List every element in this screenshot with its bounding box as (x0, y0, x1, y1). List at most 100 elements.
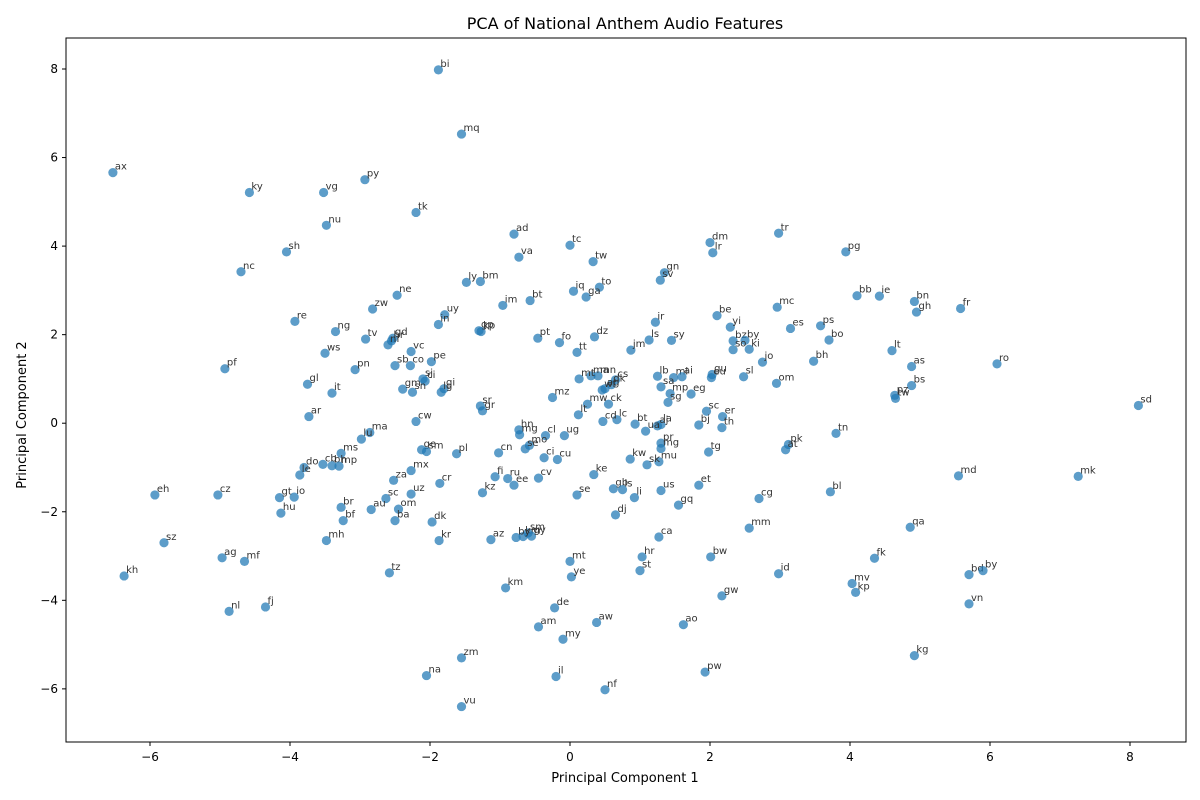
data-point (610, 510, 621, 520)
data-point (515, 430, 525, 440)
point-label: kh (126, 565, 138, 576)
data-point (635, 566, 645, 576)
data-point (654, 457, 664, 467)
y-tick-label: 8 (50, 62, 58, 76)
data-point (356, 434, 366, 444)
point-label: ne (399, 284, 412, 295)
point-label: eh (157, 484, 170, 495)
data-point (108, 168, 118, 178)
data-point (656, 382, 666, 392)
data-point (498, 300, 508, 311)
data-point (336, 502, 346, 512)
point-label: cw (418, 410, 432, 421)
data-point (550, 603, 560, 613)
data-point (589, 332, 600, 342)
point-label: gd (395, 327, 408, 338)
point-label: cb (325, 453, 337, 464)
data-point (384, 568, 394, 578)
data-point (224, 606, 234, 616)
data-point (477, 488, 488, 498)
point-label: om (401, 498, 417, 509)
point-label: dk (434, 511, 446, 522)
point-label: lb (660, 365, 669, 376)
data-point (440, 310, 450, 320)
point-label: cs (618, 369, 629, 380)
point-label: tz (391, 562, 400, 573)
data-point (236, 267, 246, 277)
data-point (841, 247, 851, 257)
point-label: nf (607, 679, 617, 690)
point-label: ky (251, 182, 262, 193)
point-label: sh (289, 241, 301, 252)
point-label: az (493, 529, 504, 540)
point-label: mv (854, 572, 870, 583)
data-point (393, 504, 404, 514)
point-label: ad (516, 223, 528, 234)
point-label: tv (368, 328, 378, 339)
data-point (289, 492, 299, 502)
point-label: sm (429, 441, 444, 452)
data-point (956, 303, 966, 314)
data-point (869, 553, 880, 563)
point-label: gl (310, 373, 319, 384)
point-label: gr (485, 400, 496, 411)
data-point (150, 490, 160, 500)
x-tick-label: 8 (1126, 750, 1134, 764)
point-label: sj (425, 368, 433, 379)
data-point (771, 378, 782, 388)
point-label: kr (441, 530, 452, 541)
data-point (824, 335, 834, 345)
data-point (825, 487, 836, 497)
point-label: mz (555, 387, 570, 398)
point-label: il (558, 665, 564, 676)
point-label: sr (482, 395, 492, 406)
data-point (656, 443, 666, 454)
point-label: do (306, 456, 318, 467)
point-label: in (440, 313, 449, 324)
data-point (656, 485, 666, 496)
point-label: pn (357, 359, 370, 370)
point-label: to (601, 276, 611, 287)
data-point (501, 583, 511, 593)
data-point (554, 338, 565, 348)
data-point (717, 423, 727, 433)
data-point (847, 578, 857, 589)
x-tick-label: −2 (421, 750, 439, 764)
data-point (327, 388, 337, 398)
data-point (992, 359, 1002, 369)
data-point (511, 532, 521, 543)
point-label: by (518, 526, 530, 537)
point-label: pe (433, 351, 446, 362)
data-point (360, 175, 370, 185)
point-label: by (747, 329, 759, 340)
point-label: sc (709, 400, 720, 411)
point-label: au (373, 499, 385, 510)
data-point (304, 411, 314, 422)
point-label: sg (670, 391, 682, 402)
point-label: sy (674, 329, 685, 340)
point-label: lu (363, 428, 372, 439)
data-point (568, 286, 579, 296)
point-label: ma (372, 422, 388, 433)
y-tick-label: 4 (50, 239, 58, 253)
point-label: so (735, 339, 746, 350)
data-point (663, 397, 673, 407)
point-label: bl (832, 481, 841, 492)
data-point (217, 553, 227, 563)
point-label: zm (464, 647, 479, 658)
y-tick-label: 2 (50, 328, 58, 342)
data-point (260, 602, 271, 612)
point-label: uz (413, 483, 425, 494)
point-label: ao (685, 614, 697, 625)
point-label: sb (397, 355, 409, 366)
data-point (220, 364, 230, 374)
data-point (852, 291, 862, 301)
data-point (785, 323, 796, 334)
point-label: ie (881, 285, 890, 296)
data-point (383, 340, 393, 350)
point-label: kw (632, 448, 646, 459)
data-point (909, 296, 920, 307)
point-label: ke (596, 464, 608, 475)
point-label: na (429, 665, 441, 676)
data-point (427, 517, 437, 527)
